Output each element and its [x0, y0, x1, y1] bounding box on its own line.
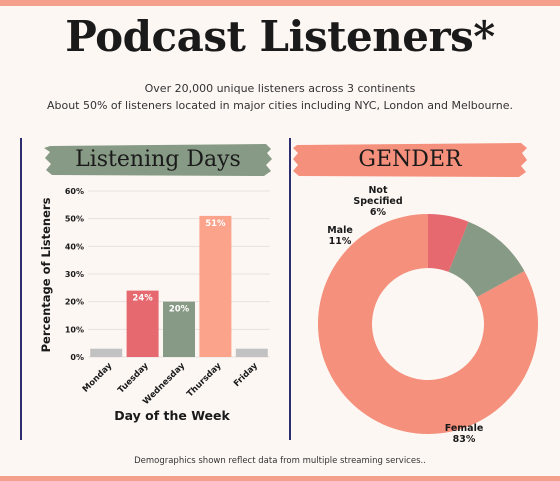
donut-slice-female [318, 214, 538, 434]
x-tick-label: Tuesday [116, 361, 151, 396]
donut-title-brush [293, 143, 527, 177]
bar-wednesday [163, 301, 195, 357]
x-tick-label: Monday [81, 361, 115, 395]
bottom-edge-stripe [0, 476, 560, 481]
x-tick-label: Thursday [185, 361, 224, 400]
bar-title-brush [44, 144, 272, 176]
y-tick-label: 20% [65, 298, 84, 307]
y-tick-label: 0% [70, 353, 84, 362]
footer-note: Demographics shown reflect data from mul… [134, 456, 426, 466]
page-subtitle-2: About 50% of listeners located in major … [46, 99, 514, 112]
donut-slice-value: 11% [329, 236, 352, 247]
top-edge-stripe [0, 0, 560, 6]
donut-chart-title: GENDER [358, 147, 462, 172]
donut-slice-value: 6% [370, 207, 387, 218]
center-divider [289, 138, 291, 440]
bar-friday [235, 348, 268, 357]
y-axis-title: Percentage of Listeners [39, 197, 53, 352]
bar-data-label: 20% [169, 305, 190, 315]
bar-chart: Percentage of Listeners Day of the Week … [39, 187, 270, 423]
bar-thursday [199, 215, 232, 357]
donut-slice-male [448, 221, 525, 298]
y-tick-label: 30% [65, 270, 84, 279]
donut-slice-label: Female [445, 423, 484, 434]
donut-slice-label: Specified [353, 196, 402, 207]
page-subtitle-1: Over 20,000 unique listeners across 3 co… [144, 82, 416, 95]
x-axis-title: Day of the Week [114, 408, 230, 423]
y-tick-label: 50% [65, 215, 84, 224]
y-tick-label: 40% [65, 242, 84, 251]
bar-chart-title: Listening Days [75, 147, 241, 172]
donut-slice-value: 83% [453, 434, 476, 445]
bar-data-label: 51% [205, 219, 226, 229]
bar-monday [90, 348, 123, 357]
donut-slice-label: Male [327, 225, 353, 236]
donut-slice-not-specified [428, 214, 469, 272]
left-divider [20, 138, 22, 440]
bar-tuesday [126, 290, 159, 357]
bar-data-label: 24% [132, 294, 153, 304]
page-title: Podcast Listeners* [65, 12, 495, 61]
y-tick-label: 60% [65, 187, 84, 196]
donut-slice-label: Not [368, 185, 387, 196]
x-tick-label: Friday [232, 361, 260, 389]
y-tick-label: 10% [65, 325, 84, 334]
